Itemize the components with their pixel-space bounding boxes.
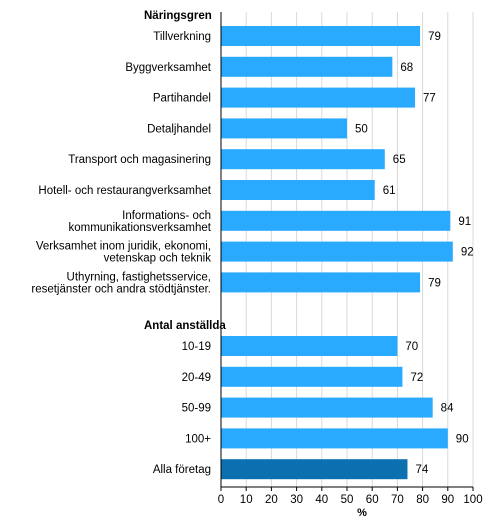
category-label: Informations- och <box>122 210 211 222</box>
group-title: Näringsgren <box>144 10 212 22</box>
bar <box>221 56 393 77</box>
data-label: 90 <box>456 433 469 445</box>
x-tick-label: 0 <box>218 494 224 506</box>
x-tick-label: 40 <box>315 494 328 506</box>
data-label: 92 <box>461 247 474 259</box>
data-label: 70 <box>405 341 418 353</box>
data-label: 61 <box>383 185 396 197</box>
category-label: Byggverksamhet <box>125 62 211 74</box>
x-tick-label: 10 <box>240 494 253 506</box>
data-label: 50 <box>355 123 368 135</box>
category-label: kommunikationsverksamhet <box>68 222 211 234</box>
category-label: 20-49 <box>182 372 211 384</box>
category-label: 10-19 <box>182 341 211 353</box>
category-label: 100+ <box>185 433 211 445</box>
value-labels: 79 68 77 50 65 61 91 92 79 70 72 84 90 74 <box>355 31 474 476</box>
x-axis-label: % <box>357 507 367 519</box>
bar <box>221 210 451 231</box>
bar <box>221 397 433 418</box>
bar <box>221 428 448 449</box>
bar <box>221 26 421 46</box>
bar <box>221 459 408 480</box>
data-label: 65 <box>393 154 406 166</box>
data-label: 68 <box>400 62 413 74</box>
data-label: 79 <box>428 277 441 289</box>
category-label: Tillverkning <box>153 31 211 43</box>
x-tick-label: 60 <box>366 494 379 506</box>
category-label: Partihandel <box>153 93 211 105</box>
category-labels: Näringsgren Tillverkning Byggverksamhet Par… <box>31 10 226 476</box>
bar <box>221 272 421 293</box>
x-tick-label: 20 <box>265 494 278 506</box>
x-tick-label: 100 <box>463 494 482 506</box>
bar <box>221 366 403 387</box>
category-label: 50-99 <box>182 403 211 415</box>
x-tick-label: 80 <box>416 494 429 506</box>
x-tick-label: 70 <box>391 494 404 506</box>
x-axis: 0 10 20 30 40 50 60 70 80 90 100% <box>218 12 483 519</box>
data-label: 77 <box>423 93 436 105</box>
category-label: resetjänster och andra stödtjänster. <box>31 283 211 295</box>
bar <box>221 149 385 170</box>
bar <box>221 241 453 262</box>
bar <box>221 87 416 108</box>
bar <box>221 180 375 200</box>
data-label: 91 <box>458 216 471 228</box>
data-label: 84 <box>441 403 454 415</box>
data-label: 74 <box>415 464 428 476</box>
category-label: Detaljhandel <box>147 123 211 135</box>
category-label: Transport och magasinering <box>68 154 211 166</box>
data-label: 72 <box>410 372 423 384</box>
group-title: Antal anställda <box>144 320 226 332</box>
x-tick-label: 30 <box>290 494 303 506</box>
category-label: vetenskap och teknik <box>104 253 212 265</box>
bar <box>221 336 398 356</box>
bar <box>221 118 347 139</box>
category-label: Uthyrning, fastighetsservice, <box>67 271 211 283</box>
x-tick-label: 50 <box>341 494 354 506</box>
data-label: 79 <box>428 31 441 43</box>
x-tick-label: 90 <box>441 494 454 506</box>
category-label: Alla företag <box>153 464 211 476</box>
category-label: Hotell- och restaurangverksamhet <box>38 185 211 197</box>
category-label: Verksamhet inom juridik, ekonomi, <box>36 241 211 253</box>
bars <box>221 26 453 480</box>
